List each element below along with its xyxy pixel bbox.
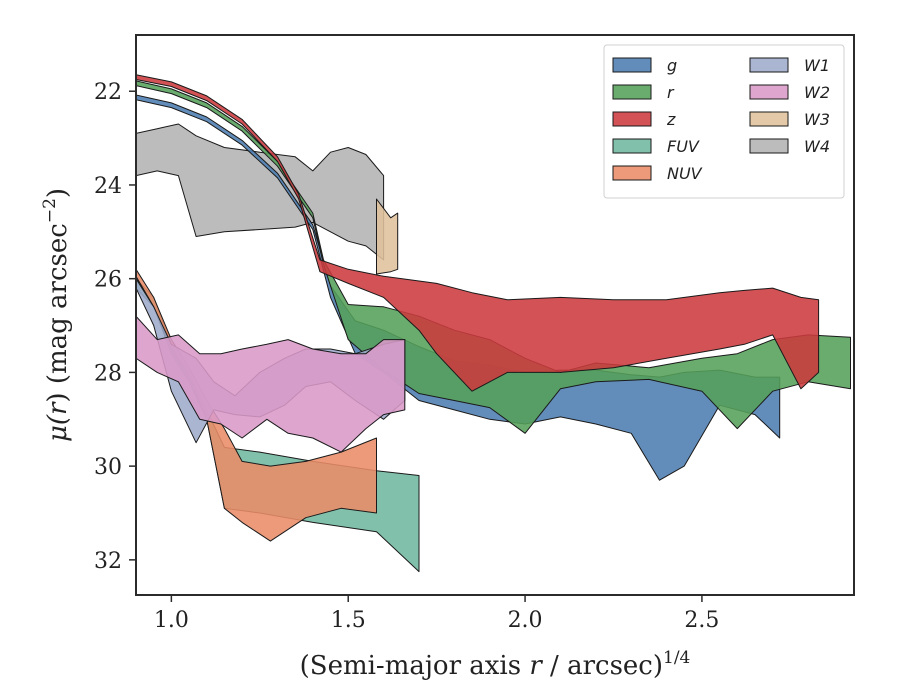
legend-label-w3: W3 <box>804 110 830 129</box>
profile-bands <box>136 74 851 573</box>
legend-swatch-nuv <box>612 165 652 181</box>
legend-label-nuv: NUV <box>667 164 703 183</box>
legend-label-r: r <box>667 83 675 102</box>
legend-swatch-w3 <box>749 111 789 127</box>
legend-label-fuv: FUV <box>667 137 700 156</box>
legend-box <box>603 44 845 199</box>
y-tick-label: 30 <box>94 455 122 480</box>
legend-label-w1: W1 <box>804 56 830 75</box>
y-tick-label: 32 <box>94 549 122 574</box>
y-tick-label: 22 <box>94 80 122 105</box>
legend-label-z: z <box>666 110 676 129</box>
plot-frame <box>135 34 855 596</box>
legend-swatch-w2 <box>749 84 789 100</box>
legend-swatch-w4 <box>749 138 789 154</box>
legend: grz FUV NUV W1 W2 W3 W4 <box>603 44 845 199</box>
band-z <box>136 74 820 392</box>
y-axis-title: μ(r) (mag arcsec−2) <box>40 188 73 442</box>
x-tick-label: 1.0 <box>154 608 189 633</box>
x-tick-label: 1.5 <box>331 608 366 633</box>
x-tick-label: 2.5 <box>684 608 719 633</box>
y-tick-label: 26 <box>94 268 122 293</box>
legend-label-w4: W4 <box>804 137 830 156</box>
band-w3 <box>376 198 399 275</box>
legend-label-w2: W2 <box>804 83 830 102</box>
y-axis-ticks: 22 24 26 28 30 32 <box>94 80 136 574</box>
x-axis-title: (Semi-major axis r / arcsec)1/4 <box>300 648 691 681</box>
legend-label-g: g <box>667 56 677 75</box>
legend-swatch-w1 <box>749 57 789 73</box>
legend-swatch-g <box>612 57 652 73</box>
x-tick-label: 2.0 <box>508 608 543 633</box>
legend-swatch-z <box>612 111 652 127</box>
legend-swatch-fuv <box>612 138 652 154</box>
y-tick-label: 24 <box>94 174 122 199</box>
legend-swatch-r <box>612 84 652 100</box>
band-w2 <box>136 315 406 453</box>
y-tick-label: 28 <box>94 361 122 386</box>
x-axis-ticks: 1.0 1.5 2.0 2.5 <box>154 595 719 633</box>
